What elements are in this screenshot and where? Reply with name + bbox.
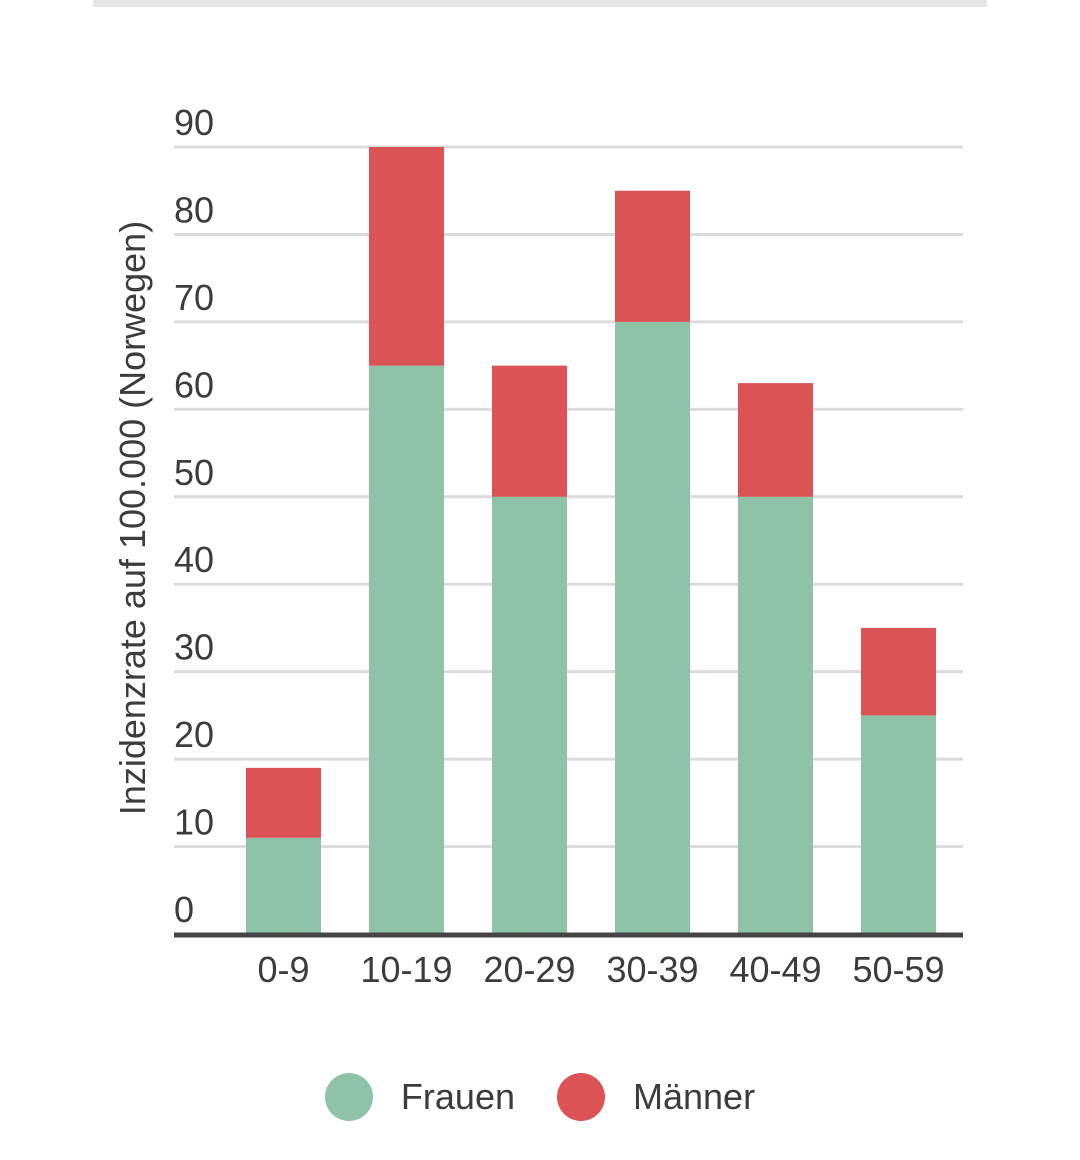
bars: [246, 147, 936, 935]
bar-maenner-30-39: [615, 190, 690, 322]
y-tick-label-40: 40: [174, 539, 214, 580]
legend-label-frauen: Frauen: [400, 1076, 515, 1117]
x-axis-ticks: 0-9 10-19 20-29 30-39 40-49 50-59: [257, 949, 944, 990]
bar-frauen-40-49: [738, 496, 813, 934]
legend-swatch-frauen: [324, 1073, 373, 1121]
y-tick-label-70: 70: [174, 277, 214, 318]
grid-lines: [174, 145, 963, 849]
y-tick-label-60: 60: [174, 364, 214, 405]
x-tick-label-10-19: 10-19: [360, 949, 452, 990]
top-divider-bar: [93, 0, 987, 7]
bar-frauen-0-9: [246, 837, 321, 934]
bar-maenner-10-19: [369, 147, 444, 366]
bar-frauen-50-59: [861, 715, 936, 934]
y-tick-label-0: 0: [174, 889, 194, 930]
x-tick-label-20-29: 20-29: [483, 949, 575, 990]
y-axis-label: Inzidenzrate auf 100.000 (Norwegen): [112, 221, 153, 815]
bar-frauen-30-39: [615, 321, 690, 934]
bar-maenner-50-59: [861, 627, 936, 716]
legend-item-frauen: Frauen: [324, 1073, 515, 1121]
bar-frauen-20-29: [492, 496, 567, 934]
x-tick-label-30-39: 30-39: [606, 949, 698, 990]
stacked-bar-chart: 0 10 20 30 40 50 60 70 80 90 0-9 10-19 20-29 30-39 40…: [112, 102, 963, 990]
y-tick-label-20: 20: [174, 714, 214, 755]
y-tick-label-50: 50: [174, 452, 214, 493]
y-tick-label-90: 90: [174, 102, 214, 143]
y-tick-label-10: 10: [174, 802, 214, 843]
legend-item-maenner: Männer: [557, 1073, 755, 1121]
bar-maenner-40-49: [738, 383, 813, 497]
legend-label-maenner: Männer: [633, 1076, 756, 1117]
y-tick-label-80: 80: [174, 189, 214, 230]
bar-maenner-20-29: [492, 365, 567, 497]
y-tick-label-30: 30: [174, 627, 214, 668]
y-axis-ticks: 0 10 20 30 40 50 60 70 80 90: [174, 102, 214, 930]
x-tick-label-40-49: 40-49: [729, 949, 821, 990]
x-tick-label-50-59: 50-59: [852, 949, 944, 990]
bar-maenner-0-9: [246, 767, 321, 838]
x-tick-label-0-9: 0-9: [257, 949, 309, 990]
bar-frauen-10-19: [369, 365, 444, 935]
legend-swatch-maenner: [557, 1073, 605, 1121]
legend: Frauen Männer: [0, 1070, 1080, 1124]
